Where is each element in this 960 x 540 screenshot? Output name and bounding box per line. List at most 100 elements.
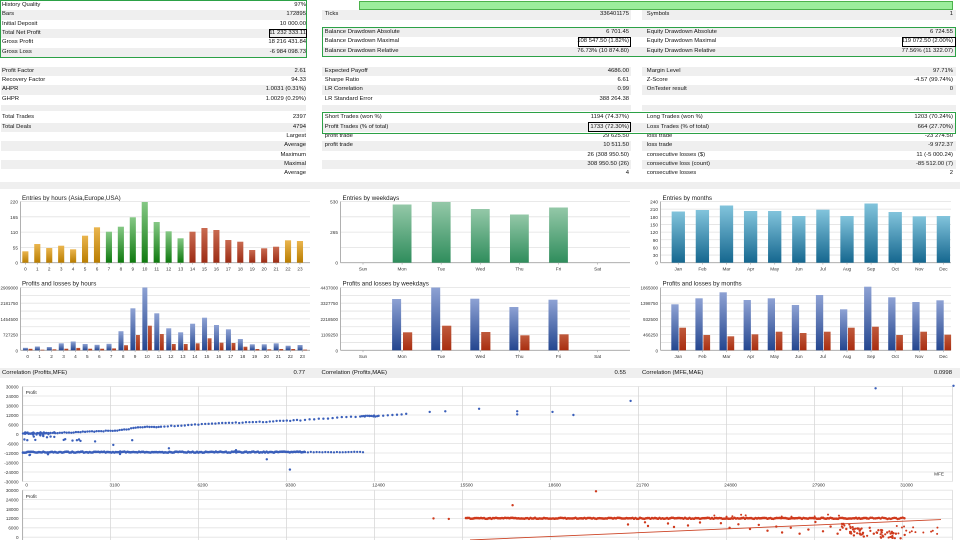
svg-text:21: 21	[273, 266, 279, 271]
svg-text:Jun: Jun	[795, 266, 803, 271]
svg-text:7: 7	[110, 354, 113, 359]
svg-text:1: 1	[38, 354, 41, 359]
svg-text:31000: 31000	[900, 483, 913, 488]
svg-text:30000: 30000	[6, 384, 19, 389]
svg-text:1109250: 1109250	[321, 333, 339, 338]
svg-text:Fri: Fri	[556, 354, 561, 359]
svg-text:Profits and losses by weekdays: Profits and losses by weekdays	[343, 280, 429, 287]
svg-text:16: 16	[216, 354, 222, 359]
svg-text:5: 5	[86, 354, 89, 359]
svg-text:Sat: Sat	[594, 266, 602, 271]
svg-text:18: 18	[238, 266, 244, 271]
svg-text:Thu: Thu	[515, 354, 523, 359]
svg-text:13: 13	[178, 266, 184, 271]
svg-text:0: 0	[16, 432, 19, 437]
svg-text:Oct: Oct	[892, 266, 900, 271]
svg-text:12000: 12000	[6, 516, 19, 521]
svg-text:Jan: Jan	[675, 354, 683, 359]
svg-text:-18000: -18000	[4, 460, 19, 465]
svg-text:4: 4	[74, 354, 77, 359]
svg-text:May: May	[770, 266, 780, 271]
svg-text:23: 23	[300, 354, 306, 359]
svg-text:21700: 21700	[636, 483, 649, 488]
svg-text:1: 1	[36, 266, 39, 271]
svg-text:Aug: Aug	[843, 354, 852, 359]
svg-text:220: 220	[10, 200, 18, 205]
svg-text:Profits and losses by months: Profits and losses by months	[663, 280, 742, 287]
svg-text:Aug: Aug	[843, 266, 852, 271]
svg-text:60: 60	[653, 245, 659, 250]
svg-text:530: 530	[330, 200, 338, 205]
svg-text:Tue: Tue	[437, 266, 445, 271]
svg-text:18000: 18000	[6, 403, 19, 408]
svg-text:0: 0	[655, 348, 658, 353]
svg-text:Jan: Jan	[675, 266, 683, 271]
svg-text:14: 14	[192, 354, 198, 359]
svg-text:Sep: Sep	[867, 354, 876, 359]
svg-text:2181750: 2181750	[0, 301, 18, 306]
svg-text:Profit: Profit	[26, 390, 38, 395]
svg-text:Nov: Nov	[915, 266, 924, 271]
svg-text:0: 0	[655, 261, 658, 266]
svg-text:0: 0	[335, 261, 338, 266]
svg-text:90: 90	[653, 238, 659, 243]
svg-text:16: 16	[214, 266, 220, 271]
svg-text:30: 30	[653, 253, 659, 258]
svg-text:Sun: Sun	[359, 266, 368, 271]
svg-text:12: 12	[166, 266, 172, 271]
svg-text:17: 17	[226, 266, 232, 271]
svg-text:10: 10	[144, 354, 150, 359]
svg-text:12: 12	[168, 354, 174, 359]
svg-text:210: 210	[650, 207, 658, 212]
svg-text:15: 15	[204, 354, 210, 359]
svg-text:18: 18	[240, 354, 246, 359]
svg-text:165: 165	[10, 215, 18, 220]
svg-text:4437000: 4437000	[320, 286, 338, 291]
svg-text:15: 15	[202, 266, 208, 271]
svg-text:-6000: -6000	[7, 441, 19, 446]
svg-text:2909000: 2909000	[0, 286, 18, 291]
svg-text:Entries by hours (Asia,Europe,: Entries by hours (Asia,Europe,USA)	[22, 195, 121, 202]
svg-text:Oct: Oct	[892, 354, 900, 359]
svg-text:Sat: Sat	[594, 354, 602, 359]
svg-text:Dec: Dec	[939, 266, 948, 271]
svg-text:-12000: -12000	[4, 451, 19, 456]
svg-text:23: 23	[297, 266, 303, 271]
svg-text:0: 0	[25, 483, 28, 488]
svg-text:10: 10	[142, 266, 148, 271]
svg-text:Dec: Dec	[939, 354, 948, 359]
svg-text:Profits and losses by hours: Profits and losses by hours	[22, 280, 96, 287]
svg-text:24000: 24000	[6, 394, 19, 399]
svg-text:30000: 30000	[6, 488, 19, 493]
svg-text:Jun: Jun	[795, 354, 803, 359]
svg-text:15500: 15500	[460, 483, 473, 488]
svg-text:24800: 24800	[724, 483, 737, 488]
svg-text:265: 265	[330, 230, 338, 235]
svg-text:Wed: Wed	[476, 266, 486, 271]
svg-text:Apr: Apr	[747, 266, 755, 271]
svg-text:22: 22	[285, 266, 291, 271]
svg-text:7: 7	[108, 266, 111, 271]
svg-text:Nov: Nov	[915, 354, 924, 359]
svg-text:0: 0	[26, 354, 29, 359]
svg-text:1454500: 1454500	[0, 317, 18, 322]
svg-text:727250: 727250	[3, 333, 19, 338]
svg-text:19: 19	[250, 266, 256, 271]
svg-text:110: 110	[11, 230, 19, 235]
svg-text:Entries by weekdays: Entries by weekdays	[343, 195, 400, 202]
svg-text:Thu: Thu	[515, 266, 523, 271]
svg-text:-24000: -24000	[4, 470, 19, 475]
svg-text:Tue: Tue	[437, 354, 445, 359]
svg-text:0: 0	[16, 535, 19, 540]
svg-text:Mar: Mar	[722, 266, 731, 271]
svg-text:3100: 3100	[109, 483, 120, 488]
svg-text:19: 19	[252, 354, 258, 359]
svg-text:Profit: Profit	[26, 494, 38, 499]
svg-text:4: 4	[72, 266, 75, 271]
svg-text:2: 2	[50, 354, 53, 359]
svg-text:6000: 6000	[8, 422, 19, 427]
svg-text:6000: 6000	[8, 526, 19, 531]
svg-text:11: 11	[154, 266, 159, 271]
svg-text:120: 120	[650, 230, 658, 235]
svg-text:8: 8	[122, 354, 125, 359]
